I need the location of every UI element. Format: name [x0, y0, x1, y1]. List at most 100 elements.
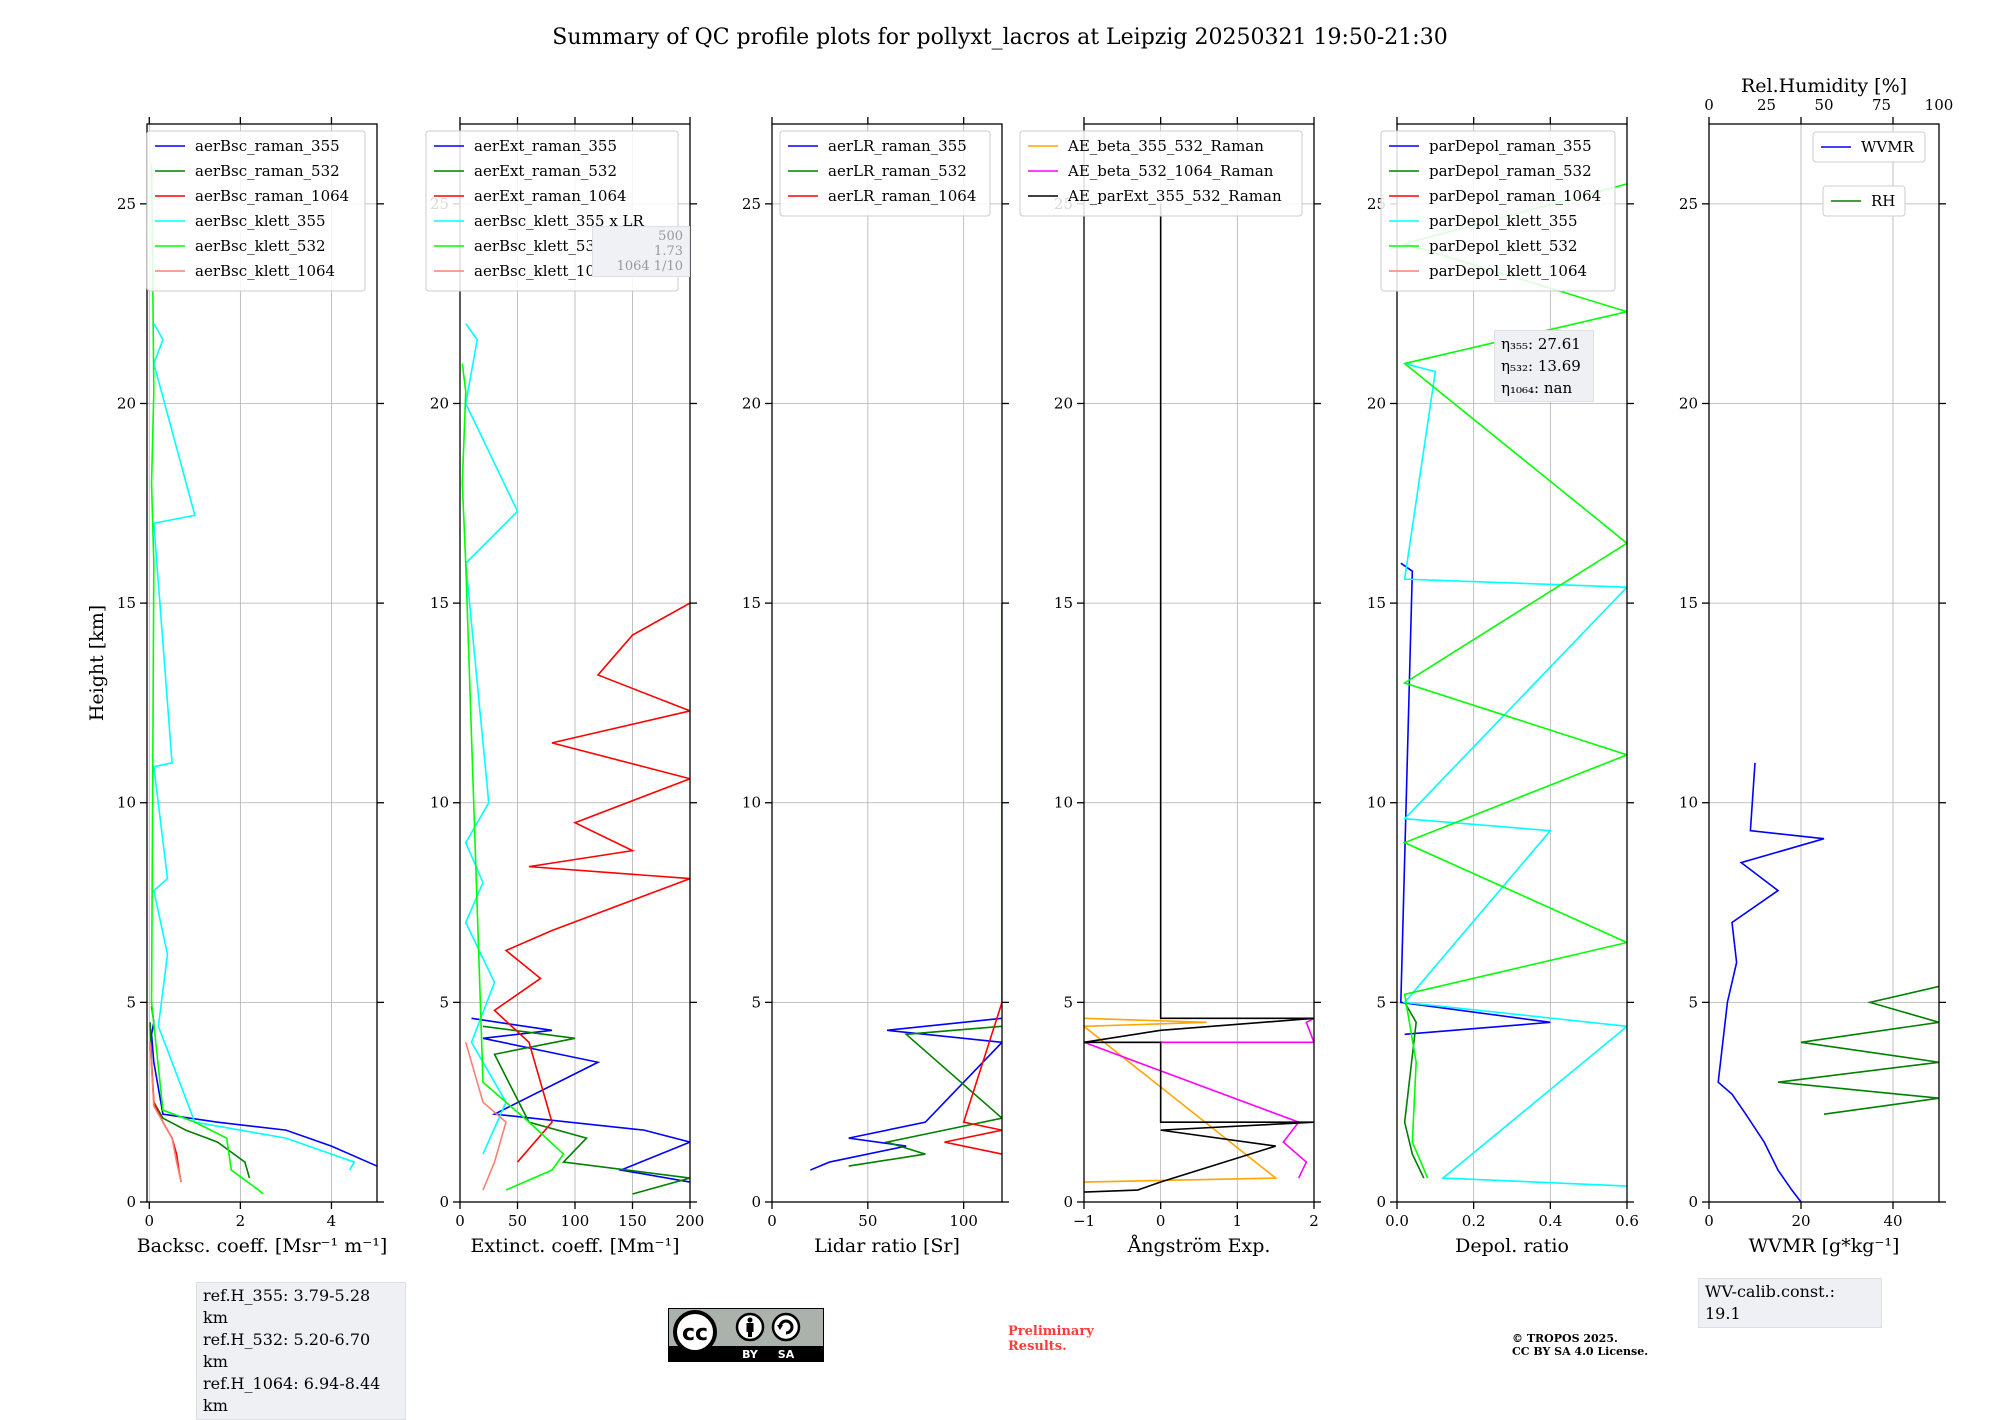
prelim-line-2: Results. [1008, 1339, 1067, 1354]
x-axis-label: Ångström Exp. [1127, 1235, 1271, 1257]
y-tick-label-2: 10 [430, 794, 449, 812]
legend-entry-2: aerBsc_raman_1064 [195, 187, 349, 205]
series-group [461, 323, 690, 1195]
ext-annot-2: 1.73 [654, 244, 683, 259]
series-group [1084, 203, 1314, 1193]
y-tick-label-5: 25 [117, 195, 136, 213]
legend-entry-0: aerBsc_raman_355 [195, 137, 340, 155]
top-axis-label: Rel.Humidity [%] [1741, 75, 1907, 97]
legend: aerBsc_raman_355 aerBsc_raman_532 aerBsc_r… [146, 130, 366, 292]
y-tick-label-3: 15 [1679, 594, 1698, 612]
y-tick-label-1: 5 [126, 993, 136, 1011]
legend: WVMR RH [1812, 131, 1926, 217]
x-axis-label: Backsc. coeff. [Msr⁻¹ m⁻¹] [137, 1235, 388, 1257]
y-tick-label-4: 20 [117, 394, 136, 412]
x-tick-label-4: 200 [676, 1212, 705, 1230]
axes-frame [771, 123, 1003, 1203]
panel-extinction: 0501001502000510152025Extinct. coeff. [M… [425, 117, 705, 1257]
axes-frame [146, 123, 378, 1203]
eta-355: η₃₅₅: 27.61 [1501, 335, 1581, 353]
cc-license-badge: cc BY SA [668, 1308, 824, 1362]
y-tick-label-4: 20 [430, 394, 449, 412]
x-axis-label: Extinct. coeff. [Mm⁻¹] [470, 1235, 679, 1257]
y-tick-label-3: 15 [430, 594, 449, 612]
x-tick-label-2: 1 [1233, 1212, 1243, 1230]
y-tick-label-0: 0 [126, 1193, 136, 1211]
x-axis-label: WVMR [g*kg⁻¹] [1749, 1235, 1900, 1257]
legend-entry-4: parDepol_klett_532 [1429, 237, 1578, 255]
cc-by-label: BY [742, 1348, 759, 1361]
series-group [810, 603, 1002, 1171]
qc-profile-figure: Summary of QC profile plots for pollyxt_… [86, 25, 1953, 1257]
x-tick-label-2: 100 [561, 1212, 590, 1230]
copyright-note: © TROPOS 2025. CC BY SA 4.0 License. [1512, 1332, 1648, 1358]
y-tick-label-2: 10 [1679, 794, 1698, 812]
series-line-rh [1777, 985, 1939, 1115]
refh-532: ref.H_532: 5.20-6.70 km [203, 1330, 371, 1371]
legend-entry-1: parDepol_raman_532 [1429, 162, 1592, 180]
legend-entry-1: aerBsc_raman_532 [195, 162, 340, 180]
panel-angstrom: −10120510152025Ångström Exp.AE_beta_355_… [1019, 117, 1321, 1257]
top-tick-label-0: 0 [1704, 96, 1714, 114]
wv-calib-box: WV-calib.const.: 19.1 [1698, 1278, 1882, 1328]
x-tick-label-2: 4 [327, 1212, 337, 1230]
series-line-pardepol-raman-532 [1403, 1001, 1425, 1179]
series-line-pardepol-klett-532 [1401, 183, 1627, 1179]
sa-share-icon [771, 1312, 801, 1342]
x-tick-label-2: 0.4 [1538, 1212, 1562, 1230]
ext-annot-1: 500 [658, 229, 683, 244]
series-line-wvmr [1717, 762, 1825, 1202]
copyright-line-1: © TROPOS 2025. [1512, 1332, 1618, 1345]
series-line-pardepol-raman-355 [1400, 562, 1551, 1036]
cc-icon [673, 1310, 717, 1354]
y-tick-label-0: 0 [751, 1193, 761, 1211]
cc-text: cc [682, 1321, 708, 1346]
legend-entry-2: parDepol_raman_1064 [1429, 187, 1601, 205]
legend-entry-3: aerBsc_klett_355 x LR [474, 212, 645, 230]
x-tick-label-3: 150 [618, 1212, 647, 1230]
x-axis-label: Depol. ratio [1455, 1235, 1569, 1257]
series-line-aerbsc-klett-1064-x-lr [464, 1042, 507, 1191]
y-tick-label-3: 15 [117, 594, 136, 612]
legend-entry-5: parDepol_klett_1064 [1429, 262, 1587, 280]
y-tick-label-4: 20 [1679, 394, 1698, 412]
legend: aerLR_raman_355 aerLR_raman_532 aerLR_rama… [779, 130, 991, 217]
panel-wvmr: 0 20 40 0 5 10 15 20 25 WVMR [g*kg⁻¹] 0 25 50 75 100 Re… [1679, 75, 1953, 1257]
legend-entry-4: aerBsc_klett_532 [195, 237, 326, 255]
legend-entry-5: aerBsc_klett_1064 [195, 262, 335, 280]
y-axis-label: Height [km] [86, 605, 108, 721]
x-tick-label-0: 0 [767, 1212, 777, 1230]
x-tick-label-3: 2 [1309, 1212, 1319, 1230]
series-line-ae-parext-355-532-raman [1084, 203, 1314, 1193]
axes-frame [1396, 123, 1628, 1203]
x-tick-label-0: 0.0 [1385, 1212, 1409, 1230]
legend-entry-0: WVMR [1861, 138, 1915, 156]
panel-backscatter: 0 2 4 0 5 10 15 20 25 Backsc. coeff. [Msr⁻¹ m⁻¹] H… [86, 117, 387, 1257]
legend-box [1380, 130, 1616, 292]
ext-annot-3: 1064 1/10 [616, 259, 683, 274]
x-tick-label-1: 50 [508, 1212, 527, 1230]
series-line-aerext-raman-1064 [493, 602, 690, 1163]
preliminary-results-note: Preliminary Results. [1008, 1324, 1094, 1354]
series-line-aerbsc-raman-355 [150, 1006, 377, 1167]
y-tick-label-4: 20 [1367, 394, 1386, 412]
series-line-aerlr-raman-355 [810, 1017, 1002, 1171]
axes-frame [1083, 123, 1315, 1203]
x-tick-label-2: 100 [949, 1212, 978, 1230]
series-line-aerlr-raman-1064 [944, 603, 1002, 1155]
legend-entry-0: parDepol_raman_355 [1429, 137, 1592, 155]
series-line-aerlr-raman-532 [848, 1025, 1002, 1167]
y-tick-label-0: 0 [439, 1193, 449, 1211]
legend-entry-2: aerExt_raman_1064 [474, 187, 627, 205]
y-tick-label-1: 5 [439, 993, 449, 1011]
panel-lidar_ratio: 0 50 100 0 5 10 15 20 25 Lidar ratio [Sr] aerLR_ra… [742, 117, 1009, 1257]
y-tick-label-1: 5 [1688, 993, 1698, 1011]
y-tick-label-1: 5 [1376, 993, 1386, 1011]
x-tick-label-1: 20 [1791, 1212, 1810, 1230]
series-line-aerext-raman-532 [482, 1025, 690, 1195]
x-axis-label: Lidar ratio [Sr] [814, 1235, 960, 1257]
series-group [1717, 762, 1939, 1202]
legend-entry-1: RH [1871, 192, 1895, 210]
